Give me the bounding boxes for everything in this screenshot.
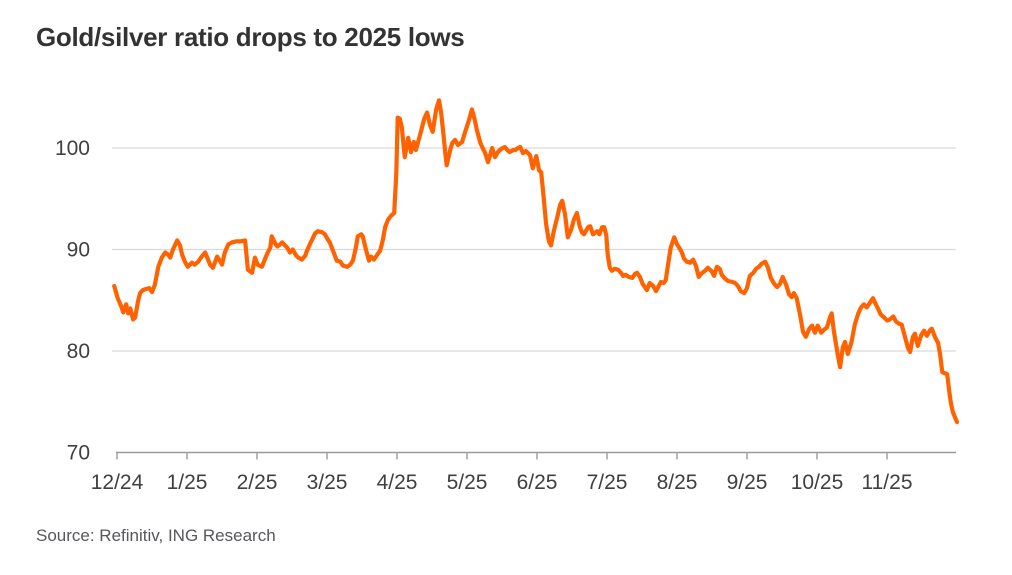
x-tick-label-1/25: 1/25	[167, 471, 208, 494]
gridlines	[112, 147, 956, 352]
x-tick-label-4/25: 4/25	[377, 471, 418, 494]
x-tick-label-3/25: 3/25	[307, 471, 348, 494]
x-tick-label-2/25: 2/25	[237, 471, 278, 494]
x-axis-labels: 12/24 1/25 2/25 3/25 4/25 5/25 6/25 7/25 8/25 9/2…	[91, 471, 913, 494]
x-tick-label-11/25: 11/25	[862, 471, 913, 494]
y-tick-label-80: 80	[67, 340, 90, 363]
y-tick-label-100: 100	[55, 137, 90, 160]
x-tick-label-10/25: 10/25	[791, 471, 844, 494]
x-tick-label-7/25: 7/25	[587, 471, 628, 494]
y-axis-labels: 70 80 90 100	[55, 137, 90, 465]
chart-title: Gold/silver ratio drops to 2025 lows	[36, 22, 465, 52]
x-axis	[116, 451, 956, 460]
x-tick-label-5/25: 5/25	[447, 471, 488, 494]
x-tick-label-6/25: 6/25	[517, 471, 558, 494]
x-tick-label-8/25: 8/25	[657, 471, 698, 494]
y-tick-label-90: 90	[67, 239, 90, 262]
y-tick-label-70: 70	[67, 442, 90, 465]
ratio-line-series	[112, 98, 960, 425]
source-note: Source: Refinitiv, ING Research	[36, 526, 276, 545]
x-tick-label-9/25: 9/25	[727, 471, 768, 494]
x-tick-label-12/24: 12/24	[91, 471, 144, 494]
